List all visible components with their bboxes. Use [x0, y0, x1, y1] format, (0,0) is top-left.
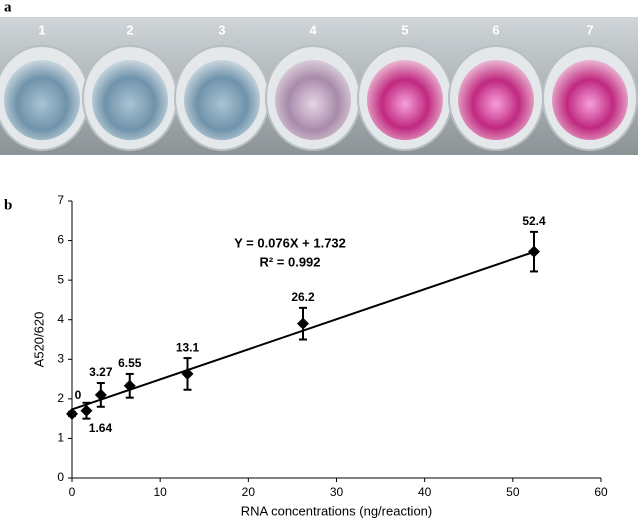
y-tick-label: 2: [57, 391, 64, 405]
y-tick-label: 4: [57, 312, 64, 326]
x-tick-label: 30: [330, 485, 344, 499]
data-label: 13.1: [176, 340, 200, 354]
well: [92, 60, 168, 140]
data-label: 52.4: [522, 214, 546, 228]
well: [275, 60, 351, 140]
panel-label: a: [4, 0, 12, 15]
tube-label: 5: [401, 22, 408, 37]
marker: [123, 379, 136, 392]
annotation: R² = 0.992: [259, 254, 320, 269]
marker: [296, 317, 309, 330]
tube-label: 6: [492, 22, 499, 37]
data-label: 6.55: [118, 356, 142, 370]
well: [4, 60, 80, 140]
marker: [80, 404, 93, 417]
x-axis-title: RNA concentrations (ng/reaction): [241, 503, 432, 518]
well: [367, 60, 443, 140]
y-tick-label: 0: [57, 470, 64, 484]
x-tick-label: 40: [418, 485, 432, 499]
data-label: 3.27: [89, 365, 113, 379]
wells: [0, 45, 638, 151]
y-tick-label: 1: [57, 431, 64, 445]
panel-label: b: [4, 197, 12, 213]
marker: [527, 245, 540, 258]
y-tick-label: 7: [57, 193, 64, 207]
x-tick-label: 0: [69, 485, 76, 499]
marker: [181, 367, 194, 380]
tube-label: 7: [586, 22, 593, 37]
well: [458, 60, 534, 140]
tube-label: 3: [218, 22, 225, 37]
tube-label: 4: [309, 22, 317, 37]
x-tick-label: 50: [506, 485, 520, 499]
data-label: 26.2: [291, 290, 315, 304]
y-tick-label: 3: [57, 351, 64, 365]
x-tick-label: 20: [242, 485, 256, 499]
marker: [94, 388, 107, 401]
x-tick-label: 10: [153, 485, 167, 499]
well: [184, 60, 260, 140]
tube-label: 1: [38, 22, 45, 37]
tube-label: 2: [126, 22, 133, 37]
y-tick-label: 6: [57, 233, 64, 247]
y-axis-title: A520/620: [31, 312, 46, 368]
well: [552, 60, 628, 140]
data-label: 0: [75, 388, 82, 402]
marker: [66, 407, 78, 420]
data-label: 1.64: [89, 421, 113, 435]
annotation: Y = 0.076X + 1.732: [234, 235, 346, 250]
y-tick-label: 5: [57, 272, 64, 286]
x-tick-label: 60: [594, 485, 608, 499]
